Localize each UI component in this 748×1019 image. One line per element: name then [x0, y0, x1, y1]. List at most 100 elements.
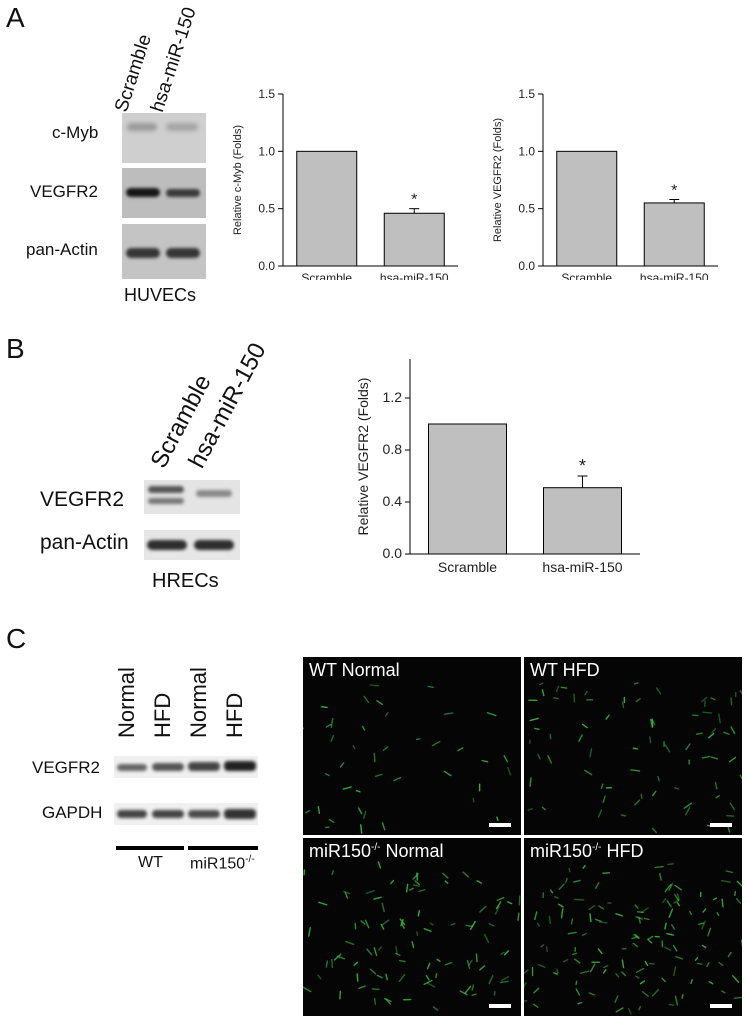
vessel-speck: [696, 962, 703, 965]
row-label-panactin-b: pan-Actin: [40, 531, 129, 554]
vessel-speck: [644, 961, 649, 967]
vessel-speck: [685, 743, 691, 751]
vessel-speck: [635, 916, 643, 920]
vessel-speck: [524, 982, 527, 988]
vessel-speck: [718, 961, 724, 967]
group-label-ko-sup: -/-: [245, 854, 255, 865]
vessel-speck: [435, 973, 438, 979]
vessel-speck: [575, 988, 581, 996]
vessel-speck: [325, 960, 329, 968]
blot-vegfr2: [122, 168, 206, 218]
vessel-speck: [594, 918, 602, 922]
vessel-speck: [373, 896, 382, 900]
group-label-wt: WT: [138, 854, 163, 871]
vessel-speck: [589, 748, 593, 758]
group-label-ko: miR150-/-: [190, 854, 255, 873]
vessel-speck: [431, 740, 441, 747]
y-tick-label: 0.5: [518, 202, 535, 216]
vessel-speck: [494, 905, 500, 915]
vessel-speck: [496, 896, 505, 901]
vessel-speck: [694, 956, 699, 961]
vessel-speck: [589, 963, 596, 973]
vessel-speck: [621, 959, 625, 969]
vessel-speck: [384, 997, 392, 1003]
vessel-speck: [377, 861, 382, 869]
vessel-speck: [728, 756, 737, 763]
vessel-speck: [550, 889, 554, 894]
vessel-speck: [603, 965, 609, 969]
row-label-vegfr2-b: VEGFR2: [40, 488, 125, 511]
vessel-speck: [643, 917, 650, 921]
vessel-speck: [364, 919, 370, 929]
vessel-speck: [701, 755, 711, 759]
vessel-speck: [720, 879, 731, 883]
vessel-speck: [360, 824, 363, 834]
vessel-speck: [579, 970, 590, 974]
vessel-speck: [597, 809, 603, 818]
vessel-speck: [736, 880, 742, 887]
vessel-speck: [595, 882, 600, 889]
vessel-speck: [734, 890, 737, 897]
vessel-speck: [524, 1000, 528, 1002]
vessel-speck: [584, 690, 588, 696]
vessel-speck: [674, 995, 679, 1006]
vessel-speck: [464, 985, 472, 994]
vessel-speck: [479, 905, 487, 913]
vessel-speck: [395, 945, 398, 955]
bar: [543, 487, 622, 555]
vessel-speck: [630, 769, 641, 772]
vessel-speck: [714, 781, 718, 790]
vessel-speck: [444, 961, 453, 966]
vessel-speck: [664, 922, 667, 930]
vessel-speck: [647, 935, 654, 941]
vessel-speck: [574, 898, 585, 901]
vessel-speck: [710, 697, 716, 701]
vessel-speck: [475, 953, 478, 963]
vessel-speck: [725, 870, 734, 874]
vessel-speck: [333, 953, 342, 961]
image-title-ko-hfd-rest: HFD: [601, 841, 644, 861]
vessel-speck: [390, 879, 395, 885]
vessel-speck: [649, 736, 652, 744]
x-tick-label: hsa-miR-150: [380, 271, 449, 280]
vessel-speck: [581, 932, 587, 937]
vessel-speck: [399, 918, 406, 926]
vessel-speck: [662, 897, 667, 904]
vessel-speck: [633, 934, 640, 939]
vessel-speck: [360, 920, 366, 925]
vessel-speck: [330, 734, 335, 742]
significance-star: *: [671, 182, 677, 199]
panel-letter-c: C: [6, 623, 27, 654]
vessel-speck: [577, 1001, 583, 1005]
vessel-speck: [666, 900, 672, 908]
lane-label-normal-2: Normal: [186, 667, 211, 738]
blot-vegfr2-c: [114, 756, 258, 778]
vessel-speck: [442, 872, 449, 879]
vessel-speck: [495, 901, 502, 910]
vessel-speck: [615, 1007, 624, 1013]
vessel-speck: [739, 774, 742, 779]
vessel-speck: [488, 923, 495, 927]
vessel-speck: [479, 965, 486, 971]
fluor-image-wt-normal: WT Normal: [303, 657, 521, 835]
vessel-speck: [560, 908, 564, 919]
x-tick-label: Scramble: [301, 271, 352, 280]
vessel-speck: [305, 809, 311, 814]
vessel-speck: [589, 913, 592, 923]
vessel-speck: [507, 901, 513, 905]
bar: [383, 212, 445, 267]
vessel-speck: [537, 963, 546, 968]
vessel-speck: [385, 973, 388, 981]
vessel-speck: [635, 967, 645, 973]
vessel-speck: [555, 685, 560, 693]
vessel-speck: [707, 927, 712, 937]
vessel-speck: [632, 942, 639, 948]
vessel-speck: [729, 802, 735, 811]
vessel-speck: [713, 897, 718, 901]
vessel-speck: [568, 867, 571, 873]
vessel-speck: [503, 755, 509, 763]
vessel-speck: [394, 952, 401, 956]
vessel-speck: [499, 980, 510, 984]
vessel-speck: [545, 946, 548, 953]
row-label-vegfr2-c: VEGFR2: [32, 758, 101, 777]
